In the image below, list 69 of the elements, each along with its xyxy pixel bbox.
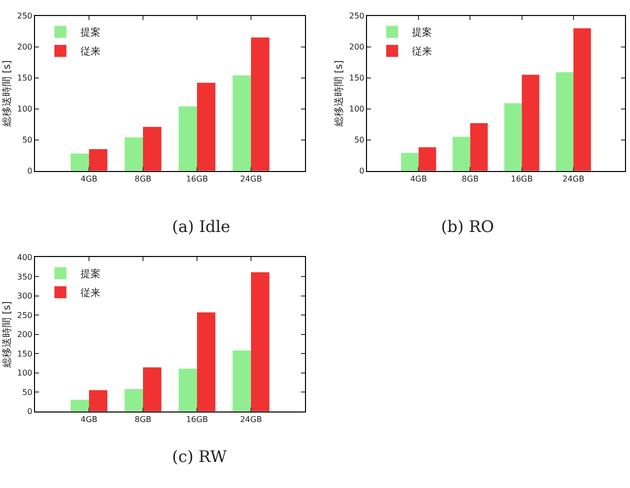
- bar: [89, 149, 108, 171]
- bar: [232, 75, 251, 171]
- bar: [251, 272, 270, 412]
- x-tick-label: 16GB: [510, 174, 533, 184]
- legend-label: 従来: [412, 46, 432, 58]
- legend-label: 提案: [412, 26, 432, 39]
- bar: [178, 106, 197, 171]
- y-tick-label: 100: [349, 104, 364, 114]
- bar: [124, 137, 143, 171]
- text: (b) RO: [441, 217, 494, 236]
- bar: [556, 72, 574, 171]
- bar: [401, 152, 419, 171]
- y-tick-label: 250: [17, 310, 32, 320]
- x-tick-label: 4GB: [80, 414, 98, 424]
- y-tick-label: 100: [17, 368, 32, 378]
- bar: [232, 350, 251, 412]
- bar: [143, 367, 162, 412]
- y-tick-label: 200: [17, 330, 32, 340]
- y-tick-label: 50: [22, 388, 32, 397]
- y-tick-label: 100: [17, 104, 32, 114]
- y-tick-label: 0: [27, 407, 32, 416]
- y-axis-title: 総移送時間 [s]: [1, 301, 14, 368]
- x-tick-label: 4GB: [80, 174, 98, 184]
- y-tick-label: 250: [349, 12, 364, 21]
- x-tick-label: 4GB: [410, 174, 427, 184]
- bar: [251, 37, 270, 171]
- bar: [197, 82, 216, 171]
- y-tick-label: 150: [17, 74, 32, 83]
- y-tick-label: 50: [22, 136, 32, 145]
- bar: [504, 103, 522, 171]
- bar: [70, 154, 89, 171]
- bar: [89, 390, 108, 412]
- y-tick-label: 200: [349, 42, 364, 52]
- legend-label: 提案: [80, 268, 100, 280]
- x-tick-label: 24GB: [240, 174, 262, 184]
- y-tick-label: 250: [17, 12, 32, 21]
- bar: [452, 136, 470, 171]
- x-tick-label: 16GB: [186, 414, 208, 424]
- legend-label: 提案: [80, 26, 100, 39]
- y-tick-label: 0: [359, 166, 364, 176]
- bar: [143, 126, 162, 171]
- y-tick-label: 150: [349, 74, 364, 83]
- text: (c) RW: [172, 447, 228, 466]
- y-axis-title: 総移送時間 [s]: [1, 60, 14, 128]
- legend-label: 従来: [80, 46, 100, 58]
- y-tick-label: 0: [27, 166, 32, 176]
- bar: [522, 74, 540, 171]
- x-tick-label: 8GB: [462, 174, 479, 184]
- bar: [197, 312, 216, 412]
- y-tick-label: 400: [17, 253, 32, 262]
- y-tick-label: 150: [17, 349, 32, 358]
- x-tick-label: 24GB: [562, 174, 584, 184]
- bar: [470, 123, 488, 171]
- bar: [573, 28, 591, 171]
- bar: [70, 400, 89, 412]
- x-tick-label: 16GB: [186, 174, 208, 184]
- legend-label: 従来: [80, 287, 100, 300]
- bar: [124, 389, 143, 412]
- x-tick-label: 8GB: [134, 174, 152, 184]
- bar: [178, 368, 197, 412]
- text: (a) Idle: [172, 217, 230, 236]
- x-tick-label: 8GB: [134, 414, 152, 424]
- x-tick-label: 24GB: [240, 414, 262, 424]
- y-tick-label: 200: [17, 42, 32, 52]
- y-tick-label: 50: [354, 136, 364, 145]
- y-tick-label: 350: [17, 272, 32, 282]
- y-tick-label: 300: [17, 292, 32, 301]
- bar: [418, 147, 436, 171]
- y-axis-title: 総移送時間 [s]: [333, 60, 346, 128]
